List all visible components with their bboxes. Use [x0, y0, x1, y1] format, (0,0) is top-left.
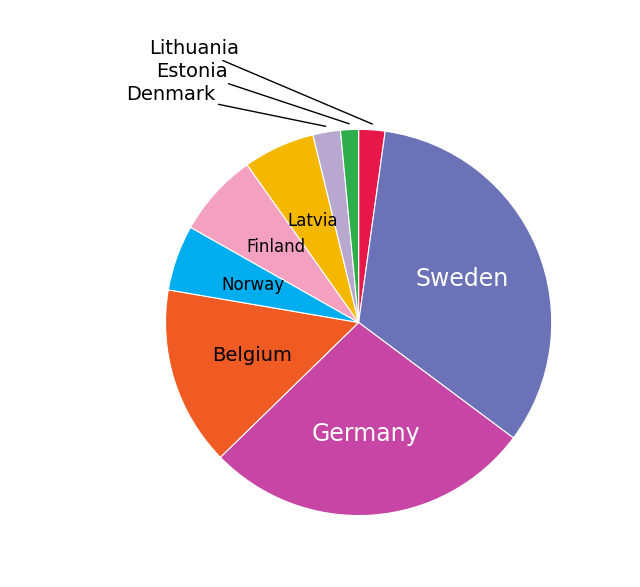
Wedge shape [358, 131, 552, 438]
Text: Denmark: Denmark [127, 85, 326, 126]
Text: Norway: Norway [221, 276, 285, 294]
Text: Finland: Finland [246, 238, 305, 257]
Wedge shape [313, 130, 358, 322]
Text: Germany: Germany [312, 422, 420, 446]
Wedge shape [191, 165, 358, 322]
Text: Lithuania: Lithuania [149, 39, 372, 124]
Wedge shape [166, 290, 358, 457]
Text: Sweden: Sweden [415, 267, 509, 291]
Wedge shape [220, 322, 513, 515]
Wedge shape [168, 227, 358, 322]
Text: Latvia: Latvia [287, 211, 337, 230]
Text: Estonia: Estonia [156, 62, 349, 124]
Wedge shape [247, 135, 358, 322]
Wedge shape [340, 129, 358, 322]
Wedge shape [358, 129, 385, 322]
Text: Belgium: Belgium [212, 346, 292, 365]
